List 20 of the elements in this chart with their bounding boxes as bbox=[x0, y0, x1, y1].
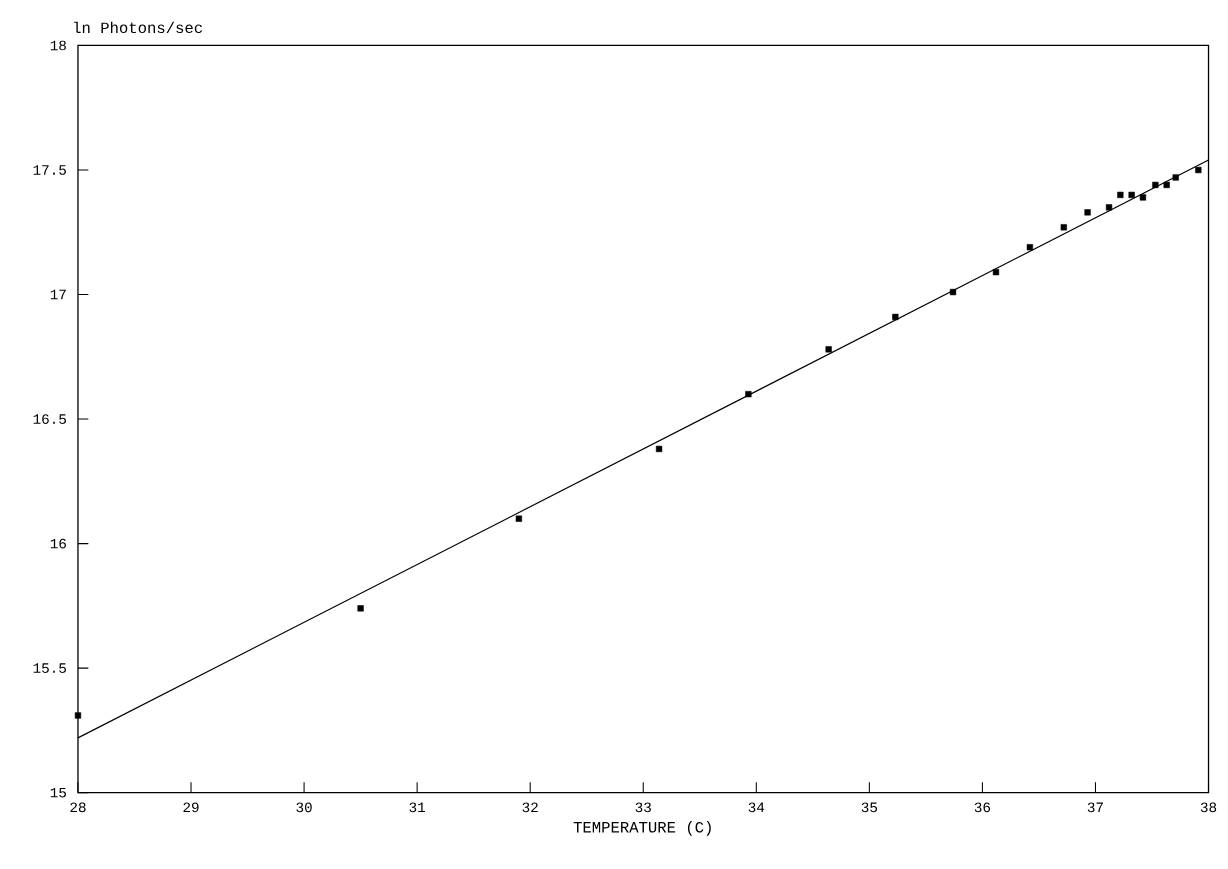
x-tick-label: 31 bbox=[409, 802, 426, 812]
x-tick-label: 37 bbox=[1087, 802, 1103, 812]
x-tick-label: 30 bbox=[296, 802, 312, 812]
y-tick-label: 17.5 bbox=[33, 165, 66, 175]
x-tick-label: 34 bbox=[748, 802, 765, 812]
x-tick-label: 35 bbox=[861, 802, 878, 812]
x-tick-label: 33 bbox=[635, 802, 651, 812]
y-tick-label: 17 bbox=[50, 289, 66, 300]
y-tick-label: 18 bbox=[50, 40, 66, 51]
x-tick-label: 32 bbox=[522, 802, 538, 812]
y-tick-label: 16 bbox=[50, 538, 66, 549]
x-tick-label: 36 bbox=[974, 802, 991, 812]
x-tick-label: 28 bbox=[70, 802, 86, 812]
y-tick-label: 15 bbox=[50, 787, 66, 798]
x-axis-title: TEMPERATURE (C) bbox=[573, 820, 711, 836]
x-tick-label: 38 bbox=[1200, 802, 1217, 812]
y-tick-label: 16.5 bbox=[33, 414, 66, 424]
y-axis-title: ln Photons/sec bbox=[74, 21, 203, 33]
y-tick-label: 15.5 bbox=[33, 663, 66, 673]
x-tick-label: 29 bbox=[183, 802, 199, 812]
